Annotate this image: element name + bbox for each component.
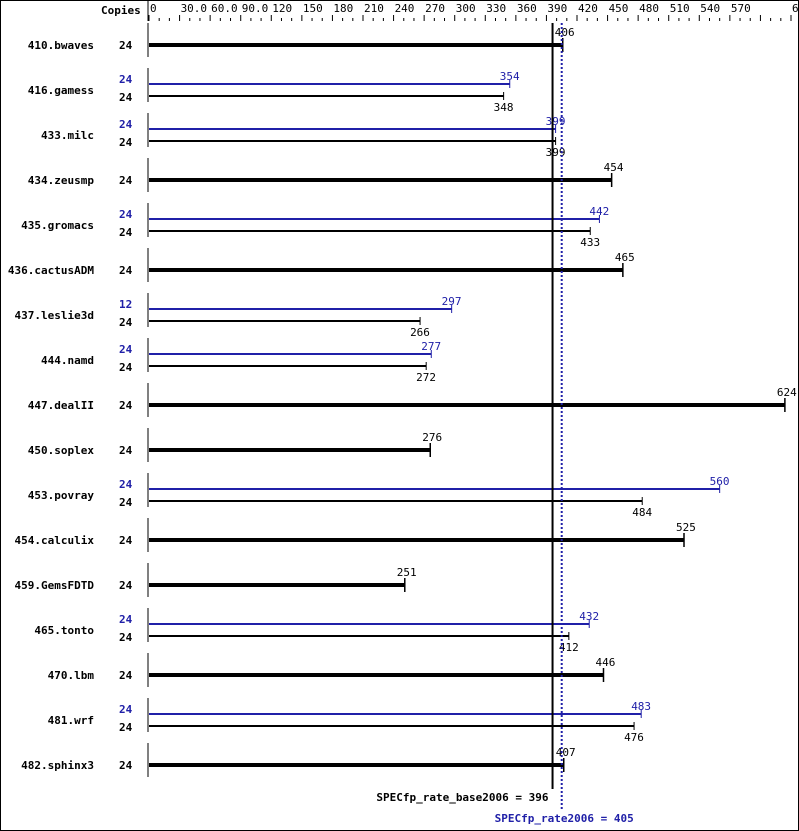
peak-copies-label: 24 <box>119 703 133 716</box>
x-tick-label: 480 <box>639 2 659 15</box>
benchmark-label: 433.milc <box>41 129 94 142</box>
benchmark-label: 410.bwaves <box>28 39 94 52</box>
benchmark-label: 450.soplex <box>28 444 95 457</box>
benchmark-label: 437.leslie3d <box>15 309 94 322</box>
peak-value-label: 277 <box>421 340 441 353</box>
x-tick-label: 510 <box>670 2 690 15</box>
base-value-label: 272 <box>416 371 436 384</box>
base-value-label: 348 <box>494 101 514 114</box>
x-tick-label: 120 <box>272 2 292 15</box>
copies-label: 24 <box>119 399 133 412</box>
base-value-label: 624 <box>777 386 797 399</box>
x-tick-label: 630 <box>792 2 799 15</box>
base-copies-label: 24 <box>119 136 133 149</box>
base-value-label: 465 <box>615 251 635 264</box>
benchmark-label: 470.lbm <box>48 669 95 682</box>
benchmark-label: 465.tonto <box>34 624 94 637</box>
base-value-label: 525 <box>676 521 696 534</box>
x-tick-label: 60.0 <box>211 2 238 15</box>
base-value-label: 276 <box>422 431 442 444</box>
copies-label: 24 <box>119 759 133 772</box>
x-tick-label: 150 <box>303 2 323 15</box>
benchmark-label: 453.povray <box>28 489 95 502</box>
base-value-label: 412 <box>559 641 579 654</box>
peak-value-label: 297 <box>442 295 462 308</box>
base-copies-label: 24 <box>119 721 133 734</box>
base-copies-label: 24 <box>119 91 133 104</box>
peak-copies-label: 24 <box>119 478 133 491</box>
copies-header: Copies <box>101 4 141 17</box>
base-value-label: 407 <box>556 746 576 759</box>
peak-copies-label: 24 <box>119 613 133 626</box>
x-tick-label: 210 <box>364 2 384 15</box>
peak-value-label: 483 <box>631 700 651 713</box>
x-tick-label: 450 <box>609 2 629 15</box>
x-tick-label: 30.0 <box>181 2 208 15</box>
x-tick-label: 540 <box>700 2 720 15</box>
peak-summary-label: SPECfp_rate2006 = 405 <box>495 812 634 825</box>
benchmark-label: 447.dealII <box>28 399 94 412</box>
peak-value-label: 442 <box>589 205 609 218</box>
x-tick-label: 570 <box>731 2 751 15</box>
peak-value-label: 432 <box>579 610 599 623</box>
x-tick-label: 390 <box>547 2 567 15</box>
peak-copies-label: 24 <box>119 73 133 86</box>
base-value-label: 399 <box>546 146 566 159</box>
benchmark-label: 434.zeusmp <box>28 174 95 187</box>
benchmark-label: 481.wrf <box>48 714 94 727</box>
benchmark-label: 444.namd <box>41 354 94 367</box>
base-value-label: 454 <box>604 161 624 174</box>
benchmark-label: 454.calculix <box>15 534 95 547</box>
base-copies-label: 24 <box>119 316 133 329</box>
base-copies-label: 24 <box>119 631 133 644</box>
peak-copies-label: 24 <box>119 343 133 356</box>
x-tick-label: 300 <box>456 2 476 15</box>
base-value-label: 251 <box>397 566 417 579</box>
copies-label: 24 <box>119 579 133 592</box>
peak-copies-label: 12 <box>119 298 132 311</box>
base-value-label: 476 <box>624 731 644 744</box>
x-tick-label: 0 <box>150 2 157 15</box>
peak-copies-label: 24 <box>119 118 133 131</box>
benchmark-label: 435.gromacs <box>21 219 94 232</box>
base-summary-label: SPECfp_rate_base2006 = 396 <box>376 791 549 804</box>
base-value-label: 406 <box>555 26 575 39</box>
peak-value-label: 399 <box>546 115 566 128</box>
base-copies-label: 24 <box>119 361 133 374</box>
x-tick-label: 420 <box>578 2 598 15</box>
base-value-label: 446 <box>595 656 615 669</box>
benchmark-label: 482.sphinx3 <box>21 759 94 772</box>
base-copies-label: 24 <box>119 226 133 239</box>
x-tick-label: 180 <box>333 2 353 15</box>
base-copies-label: 24 <box>119 496 133 509</box>
copies-label: 24 <box>119 39 133 52</box>
benchmark-label: 416.gamess <box>28 84 94 97</box>
x-tick-label: 270 <box>425 2 445 15</box>
copies-label: 24 <box>119 264 133 277</box>
benchmark-label: 436.cactusADM <box>8 264 94 277</box>
x-tick-label: 90.0 <box>242 2 269 15</box>
peak-copies-label: 24 <box>119 208 133 221</box>
peak-value-label: 354 <box>500 70 520 83</box>
benchmark-label: 459.GemsFDTD <box>15 579 95 592</box>
base-value-label: 484 <box>632 506 652 519</box>
copies-label: 24 <box>119 174 133 187</box>
copies-label: 24 <box>119 534 133 547</box>
copies-label: 24 <box>119 444 133 457</box>
x-tick-label: 240 <box>395 2 415 15</box>
peak-value-label: 560 <box>710 475 730 488</box>
base-value-label: 433 <box>580 236 600 249</box>
x-tick-label: 360 <box>517 2 537 15</box>
copies-label: 24 <box>119 669 133 682</box>
x-tick-label: 330 <box>486 2 506 15</box>
base-value-label: 266 <box>410 326 430 339</box>
